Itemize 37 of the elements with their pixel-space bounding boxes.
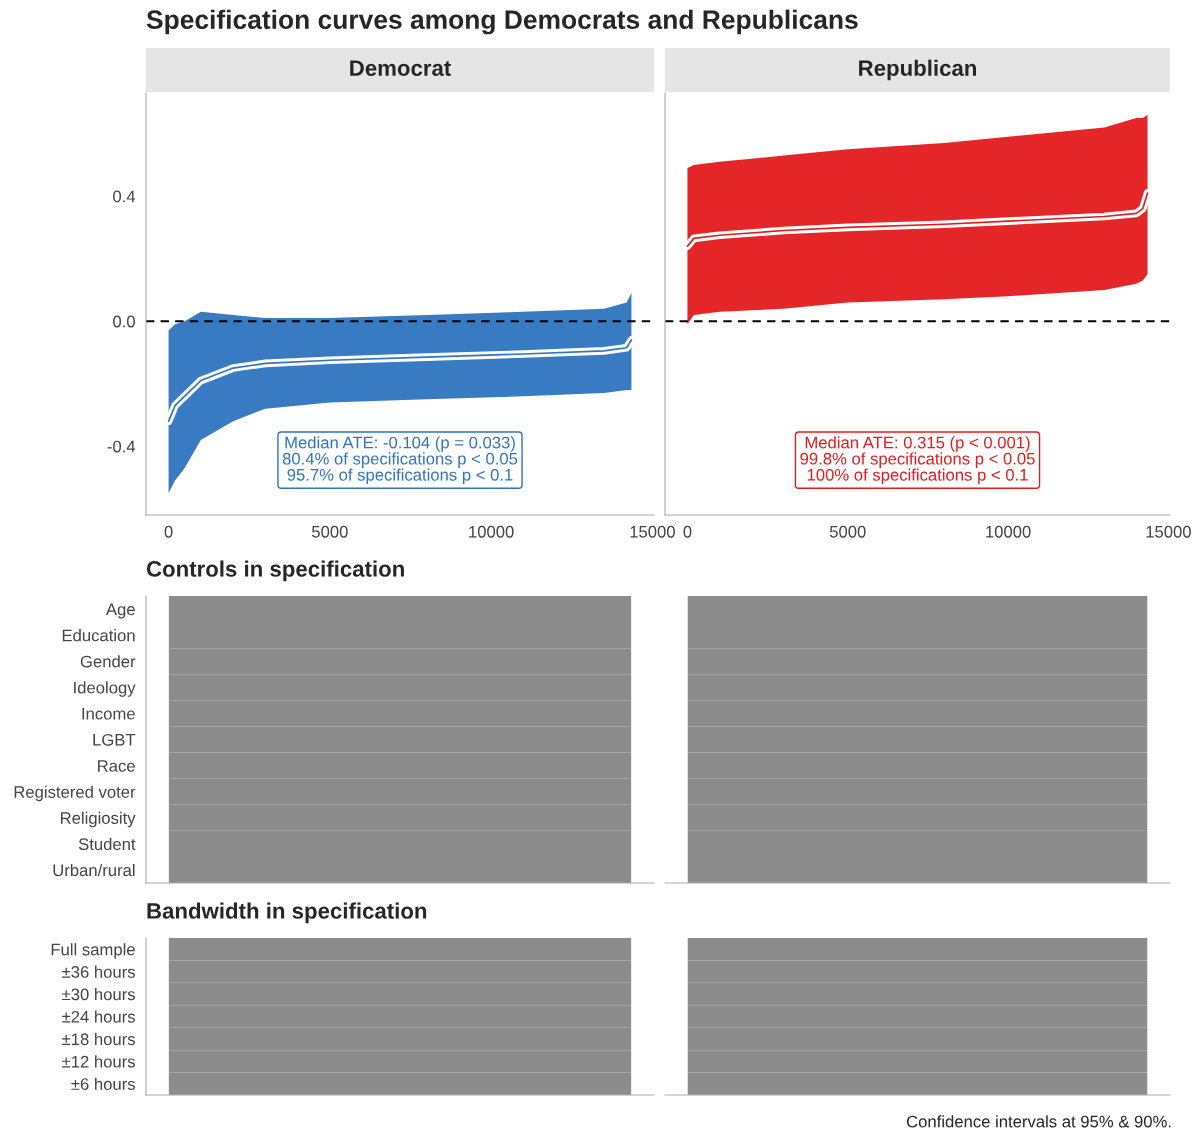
x-tick-label: 15000 (630, 525, 675, 538)
category-label: ±24 hours (62, 1010, 135, 1023)
text: Confidence intervals at 95% & 90%. (906, 1115, 1171, 1128)
chart-title: Specification curves among Democrats and Republicans (146, 9, 858, 35)
category-label: ±18 hours (62, 1032, 135, 1046)
category-label: Registered voter (14, 785, 136, 802)
category-label: Education (62, 629, 135, 642)
category-label: Income (82, 707, 135, 720)
text: Controls in specification (146, 560, 404, 582)
chart-subtitle: Democrat (350, 60, 451, 76)
category-label: Race (98, 760, 135, 772)
x-tick-label: 10000 (469, 525, 514, 538)
x-tick-label: 10000 (986, 525, 1031, 538)
category-label: Full sample (51, 943, 135, 959)
text: Bandwidth in specification (147, 902, 427, 924)
x-tick-label: 0 (164, 525, 173, 538)
category-label: Urban/rural (53, 863, 135, 877)
y-tick-label: 0.0 (113, 315, 135, 328)
category-label: Religiosity (61, 811, 136, 828)
x-tick-label: 5000 (829, 525, 866, 538)
category-label: ±12 hours (62, 1055, 135, 1068)
category-label: Age (105, 603, 135, 619)
y-tick-label: 0.4 (113, 190, 136, 203)
category-label: Gender (80, 655, 136, 668)
annotation: Median ATE: 0.315 (p < 0.001) 99.8% of specifications p < 0.05 100% of specifications p < 0.1 (800, 436, 1035, 485)
category-label: Ideology (74, 681, 136, 697)
x-tick-label: 0 (683, 525, 692, 538)
x-tick-label: 15000 (1146, 525, 1191, 538)
category-label: Student (78, 837, 136, 851)
chart-subtitle: Republican (859, 59, 977, 81)
category-label: LGBT (93, 733, 136, 746)
category-label: ±6 hours (71, 1077, 135, 1090)
annotation: Median ATE: -0.104 (p = 0.033) 80.4% of specifications p < 0.05 95.7% of specifications p < 0.1 (282, 436, 518, 485)
x-tick-label: 5000 (311, 525, 348, 538)
category-label: ±30 hours (62, 988, 135, 1001)
y-tick-label: -0.4 (107, 440, 136, 453)
category-label: ±36 hours (62, 965, 135, 978)
